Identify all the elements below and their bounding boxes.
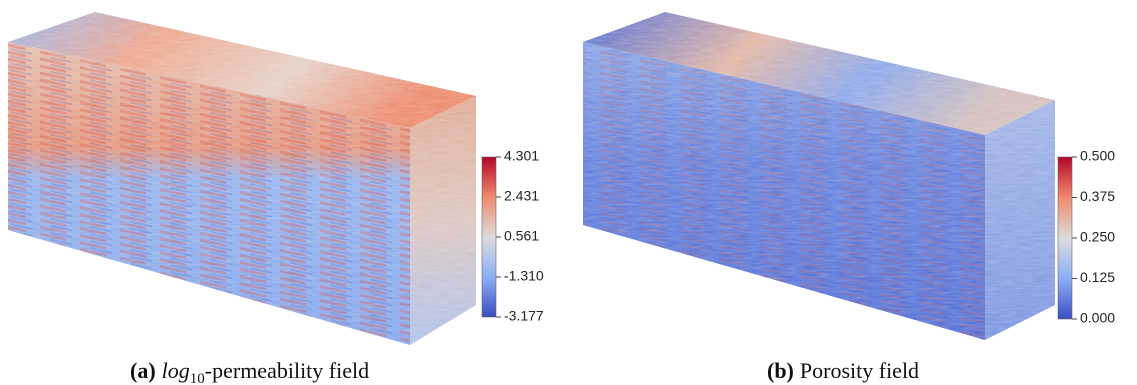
caption-label: (b) <box>767 358 794 383</box>
colorbar-tick-label: 0.500 <box>1080 148 1115 164</box>
colorbar-tick-label: 0.125 <box>1080 269 1115 285</box>
colorbar <box>482 157 496 317</box>
figure: (a)log10-permeability field (b)Porosity … <box>0 0 1137 385</box>
colorbar-tick-label: -3.177 <box>504 308 544 324</box>
colorbar <box>1058 157 1072 319</box>
caption: (a)log10-permeability field <box>130 358 369 385</box>
colorbar-tick-label: 0.561 <box>504 228 539 244</box>
caption-text: -permeability field <box>205 358 369 383</box>
colorbar-tick-label: 4.301 <box>504 148 539 164</box>
colorbar-tick-label: 0.375 <box>1080 188 1115 204</box>
permeability-block <box>8 12 476 345</box>
colorbar-tick-label: 0.250 <box>1080 229 1115 245</box>
colorbar-tick-label: -1.310 <box>504 268 544 284</box>
caption: (b)Porosity field <box>767 358 919 383</box>
caption-math: log <box>162 358 190 383</box>
colorbar-tick-label: 2.431 <box>504 188 539 204</box>
porosity-block <box>583 12 1055 340</box>
caption-text: Porosity field <box>800 358 919 383</box>
caption-subscript: 10 <box>190 371 205 385</box>
caption-label: (a) <box>130 358 156 383</box>
colorbar-tick-label: 0.000 <box>1080 310 1115 326</box>
